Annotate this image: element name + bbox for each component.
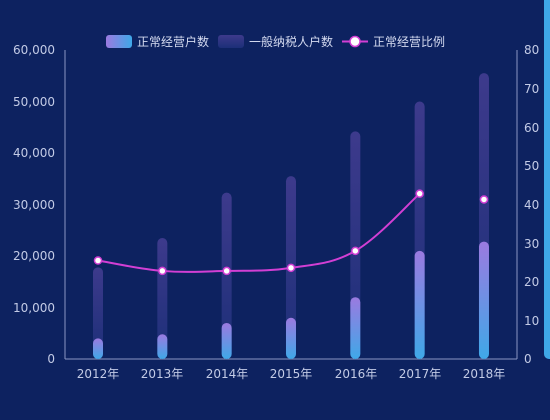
x-tick-label: 2018年: [463, 367, 506, 381]
ratio-point[interactable]: [286, 263, 296, 273]
left-tick-label: 40,000: [13, 146, 55, 160]
right-tick-label: 0: [524, 352, 532, 366]
x-tick-label: 2016年: [335, 367, 378, 381]
ratio-point[interactable]: [93, 256, 103, 265]
normal-bar-partial[interactable]: [544, 0, 550, 359]
ratio-point[interactable]: [158, 266, 167, 276]
taxpayer-bars: [93, 73, 489, 360]
legend-label-normal: 正常经营户数: [137, 34, 209, 49]
legend: 正常经营户数 一般纳税人户数 正常经营比例: [106, 34, 445, 49]
partial-bars: [544, 0, 550, 359]
x-tick-label: 2017年: [399, 367, 442, 381]
right-tick-label: 60: [524, 121, 539, 135]
right-y-ticks: 0 10 20 30 40 50 60 70 80: [524, 43, 539, 366]
left-tick-label: 50,000: [13, 95, 55, 109]
ratio-point[interactable]: [415, 189, 424, 198]
left-tick-label: 20,000: [13, 249, 55, 263]
taxpayer-bar[interactable]: [93, 267, 103, 359]
normal-bars: [93, 241, 489, 359]
normal-bar[interactable]: [157, 334, 168, 359]
ratio-point[interactable]: [479, 195, 489, 204]
legend-item-ratio[interactable]: 正常经营比例: [342, 35, 445, 49]
left-tick-label: 0: [47, 352, 55, 366]
legend-swatch-taxpayer: [218, 35, 244, 48]
normal-bar[interactable]: [478, 241, 489, 359]
legend-item-taxpayer[interactable]: 一般纳税人户数: [218, 34, 333, 49]
x-tick-label: 2014年: [206, 367, 249, 381]
left-tick-label: 10,000: [13, 301, 55, 315]
ratio-point[interactable]: [351, 246, 360, 256]
normal-bar[interactable]: [93, 338, 103, 359]
legend-label-ratio: 正常经营比例: [373, 35, 445, 49]
x-tick-label: 2013年: [141, 367, 184, 381]
right-tick-label: 30: [524, 237, 539, 251]
x-tick-label: 2012年: [77, 367, 120, 381]
right-tick-label: 70: [524, 82, 539, 96]
right-tick-label: 40: [524, 198, 539, 212]
right-tick-label: 80: [524, 43, 539, 57]
ratio-line: [97, 192, 421, 273]
left-y-ticks: 0 10,000 20,000 30,000 40,000 50,000 60,…: [13, 43, 55, 366]
ratio-line-series: [93, 189, 489, 276]
right-tick-label: 20: [524, 275, 539, 289]
right-tick-label: 10: [524, 314, 539, 328]
taxpayer-bar[interactable]: [221, 192, 232, 359]
normal-bar[interactable]: [414, 250, 425, 359]
x-ticks: 2012年 2013年 2014年 2015年 2016年 2017年 2018…: [77, 367, 506, 381]
left-tick-label: 30,000: [13, 198, 55, 212]
legend-marker-ratio: [349, 35, 361, 48]
normal-bar[interactable]: [221, 322, 232, 359]
ratio-point[interactable]: [222, 266, 231, 276]
legend-label-taxpayer: 一般纳税人户数: [249, 34, 333, 49]
normal-bar[interactable]: [285, 317, 296, 359]
right-tick-label: 50: [524, 159, 539, 173]
legend-swatch-normal: [106, 35, 132, 48]
legend-item-normal[interactable]: 正常经营户数: [106, 34, 209, 49]
left-tick-label: 60,000: [13, 43, 55, 57]
x-tick-label: 2015年: [270, 367, 313, 381]
normal-bar[interactable]: [350, 297, 361, 359]
